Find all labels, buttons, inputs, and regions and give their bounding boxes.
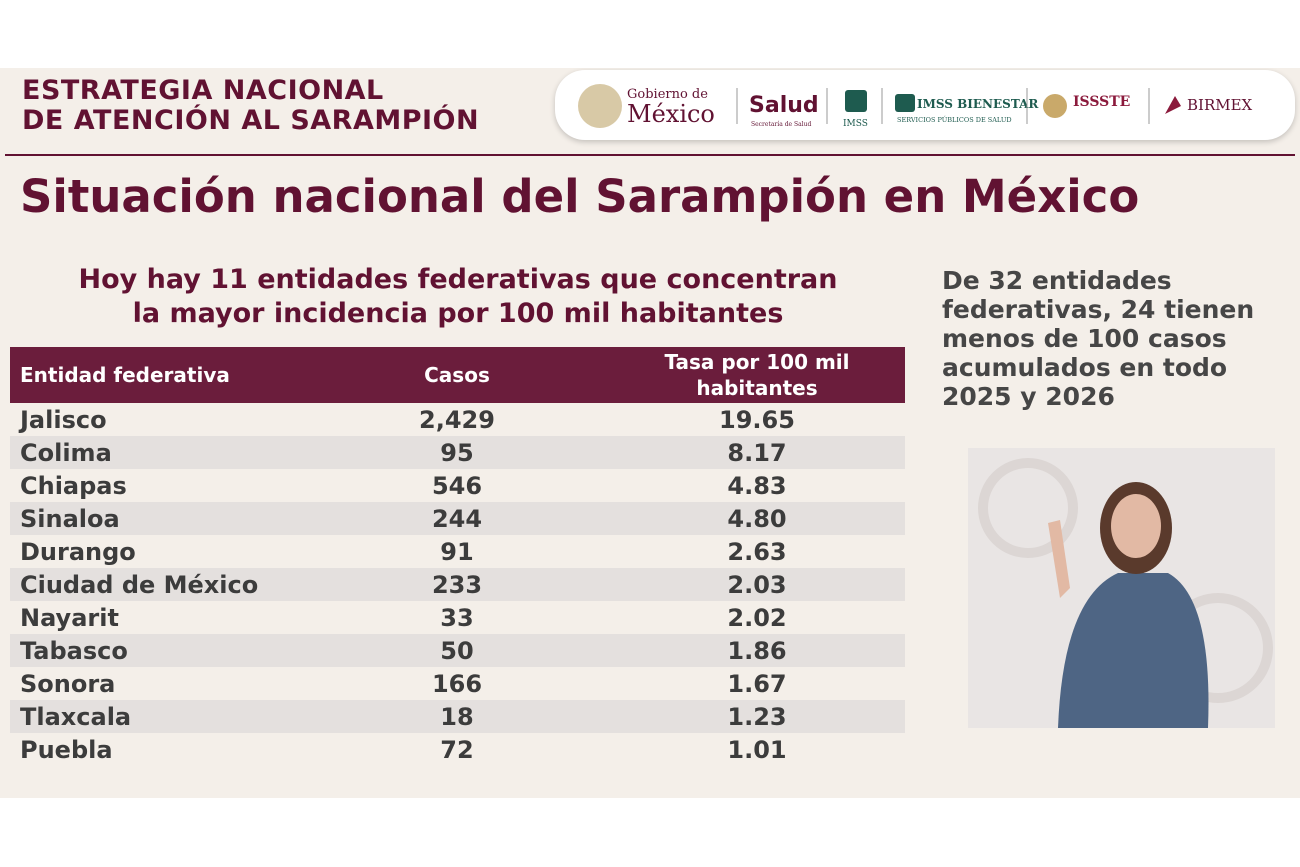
table-cell: 2.02 (727, 603, 787, 632)
table-cell: 19.65 (719, 405, 795, 434)
table-cell: Sinaloa (20, 504, 120, 533)
column-header: Tasa por 100 mil habitantes (664, 350, 850, 400)
column-header: Casos (424, 363, 490, 387)
table-cell: Sonora (20, 669, 116, 698)
table-cell: 95 (440, 438, 474, 467)
slide: ESTRATEGIA NACIONAL DE ATENCIÓN AL SARAM… (0, 68, 1300, 798)
table-row: Sinaloa 244 4.80 (10, 502, 905, 535)
table-cell: 2.03 (727, 570, 787, 599)
side-note-line: menos de 100 casos (942, 324, 1227, 353)
header-title: DE ATENCIÓN AL SARAMPIÓN (22, 105, 480, 136)
logo-text: IMSS BIENESTAR (917, 97, 1039, 111)
table-row: Nayarit 33 2.02 (10, 601, 905, 634)
table-row: Ciudad de México 233 2.03 (10, 568, 905, 601)
table-cell: Puebla (20, 735, 113, 764)
table-cell: Jalisco (20, 405, 107, 434)
logo-bar: Gobierno de México Salud Secretaría de S… (555, 70, 1295, 140)
logo-text: Salud (749, 93, 819, 118)
table-row: Tabasco 50 1.86 (10, 634, 905, 667)
table-cell: Nayarit (20, 603, 119, 632)
table-cell: Chiapas (20, 471, 127, 500)
header-title: ESTRATEGIA NACIONAL (22, 75, 384, 106)
table: Entidad federativa Casos Tasa por 100 mil … (10, 347, 905, 766)
divider (5, 154, 1295, 156)
logo-text: BIRMEX (1187, 96, 1253, 114)
logo-text: Gobierno de (627, 87, 708, 102)
logo-text: ISSSTE (1073, 94, 1130, 110)
table-row: Colima 95 8.17 (10, 436, 905, 469)
table-cell: Ciudad de México (20, 570, 259, 599)
decor (978, 458, 1078, 558)
table-row: Jalisco 2,429 19.65 (10, 403, 905, 436)
interpreter-video (968, 448, 1275, 728)
issste-icon (1043, 94, 1067, 118)
side-note-line: acumulados en todo (942, 353, 1228, 382)
table-cell: 2.63 (727, 537, 787, 566)
side-note-line: federativas, 24 tienen (942, 295, 1255, 324)
table-cell: 18 (440, 702, 474, 731)
table-cell: 233 (431, 570, 483, 599)
slide-title: Situación nacional del Sarampión en Méxi… (20, 170, 1140, 223)
table-cell: 2,429 (419, 405, 495, 434)
table-cell: 1.23 (727, 702, 787, 731)
person-face (1111, 494, 1161, 558)
subtitle: Hoy hay 11 entidades federativas que con… (78, 264, 838, 295)
table-cell: 1.86 (727, 636, 787, 665)
imss-icon (845, 90, 867, 112)
emblem (578, 84, 622, 128)
table-cell: Tlaxcala (20, 702, 132, 731)
table-cell: Durango (20, 537, 136, 566)
table-cell: 8.17 (727, 438, 787, 467)
table-cell: 91 (440, 537, 474, 566)
subtitle: la mayor incidencia por 100 mil habitant… (132, 298, 784, 329)
side-note-line: De 32 entidades (942, 266, 1172, 295)
person-body (1058, 573, 1209, 728)
table-row: Chiapas 546 4.83 (10, 469, 905, 502)
table-cell: 4.83 (727, 471, 787, 500)
bienestar-icon (895, 94, 915, 112)
table-cell: 33 (440, 603, 474, 632)
table-row: Puebla 72 1.01 (10, 733, 905, 766)
logos: Gobierno de México Salud Secretaría de S… (578, 84, 1253, 129)
table-cell: Tabasco (20, 636, 128, 665)
table-cell: 72 (440, 735, 474, 764)
table-header: Entidad federativa Casos Tasa por 100 mil … (10, 347, 905, 403)
birmex-icon (1165, 96, 1181, 114)
column-header: Entidad federativa (20, 363, 230, 387)
table-row: Durango 91 2.63 (10, 535, 905, 568)
table-cell: 1.67 (727, 669, 787, 698)
table-cell: 4.80 (727, 504, 787, 533)
person-hand (1048, 520, 1070, 598)
table-cell: 1.01 (727, 735, 787, 764)
table-row: Sonora 166 1.67 (10, 667, 905, 700)
table-cell: 546 (431, 471, 483, 500)
table-cell: Colima (20, 438, 112, 467)
table-cell: 50 (440, 636, 474, 665)
logo-text: Secretaría de Salud (751, 121, 811, 128)
table-row: Tlaxcala 18 1.23 (10, 700, 905, 733)
side-note-line: 2025 y 2026 (942, 382, 1115, 411)
logo-text: SERVICIOS PÚBLICOS DE SALUD (897, 115, 1012, 124)
table-cell: 166 (431, 669, 483, 698)
logo-text: IMSS (843, 119, 868, 129)
logo-text: México (627, 100, 715, 128)
table-cell: 244 (431, 504, 483, 533)
